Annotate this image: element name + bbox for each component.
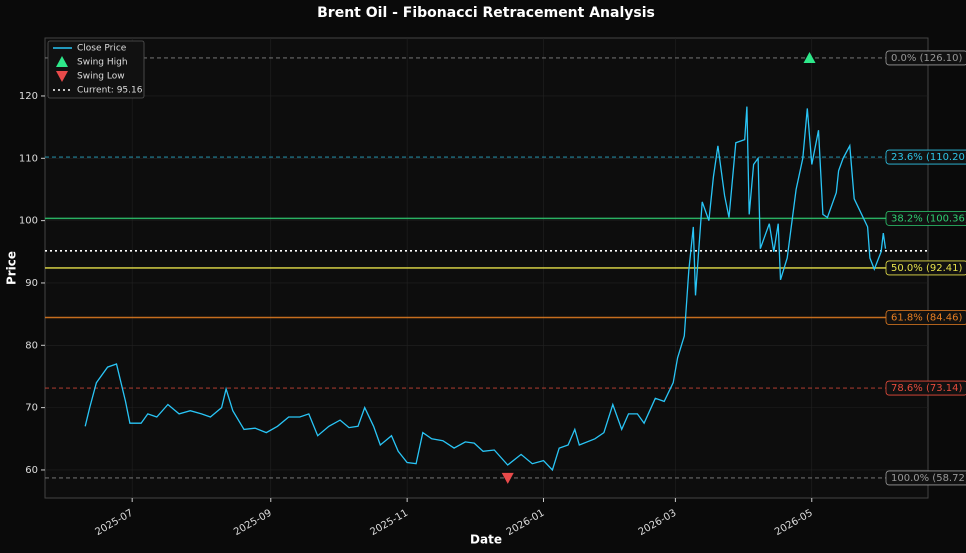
y-tick-label: 110 — [19, 153, 38, 164]
fib-label-box — [885, 149, 966, 165]
fib-label: 23.6% (110.20) — [891, 152, 966, 163]
legend-label: Swing High — [77, 58, 128, 68]
y-tick-label: 90 — [25, 278, 38, 289]
fib-label: 0.0% (126.10) — [891, 53, 962, 64]
fib-label-box — [885, 380, 966, 396]
fib-label-box — [885, 210, 966, 226]
legend-label: Close Price — [77, 44, 127, 54]
chart-title: Brent Oil - Fibonacci Retracement Analys… — [317, 5, 655, 21]
fib-label: 38.2% (100.36) — [891, 213, 966, 224]
y-tick-label: 100 — [19, 216, 38, 227]
swing-marker — [501, 472, 514, 484]
x-axis-label: Date — [470, 533, 502, 547]
y-tick-label: 70 — [25, 403, 38, 414]
fib-label-box — [885, 310, 966, 325]
fib-label-box — [885, 470, 966, 486]
fib-label-box — [885, 260, 966, 276]
fib-label: 100.0% (58.72) — [891, 473, 966, 484]
legend-label: Swing Low — [77, 72, 125, 82]
legend-swatch — [56, 56, 68, 67]
fib-label: 61.8% (84.46) — [891, 312, 962, 323]
fib-label-box — [885, 50, 966, 66]
legend-swatch — [56, 71, 68, 82]
y-tick-label: 80 — [25, 340, 38, 351]
y-axis-label: Price — [5, 251, 19, 285]
legend-label: Current: 95.16 — [77, 86, 143, 96]
fib-label: 50.0% (92.41) — [891, 263, 962, 274]
y-tick-label: 120 — [19, 91, 38, 102]
swing-marker — [803, 51, 816, 63]
y-tick-label: 60 — [25, 465, 38, 476]
price-line — [84, 106, 887, 472]
legend-box — [47, 40, 145, 99]
fib-label: 78.6% (73.14) — [891, 383, 962, 394]
